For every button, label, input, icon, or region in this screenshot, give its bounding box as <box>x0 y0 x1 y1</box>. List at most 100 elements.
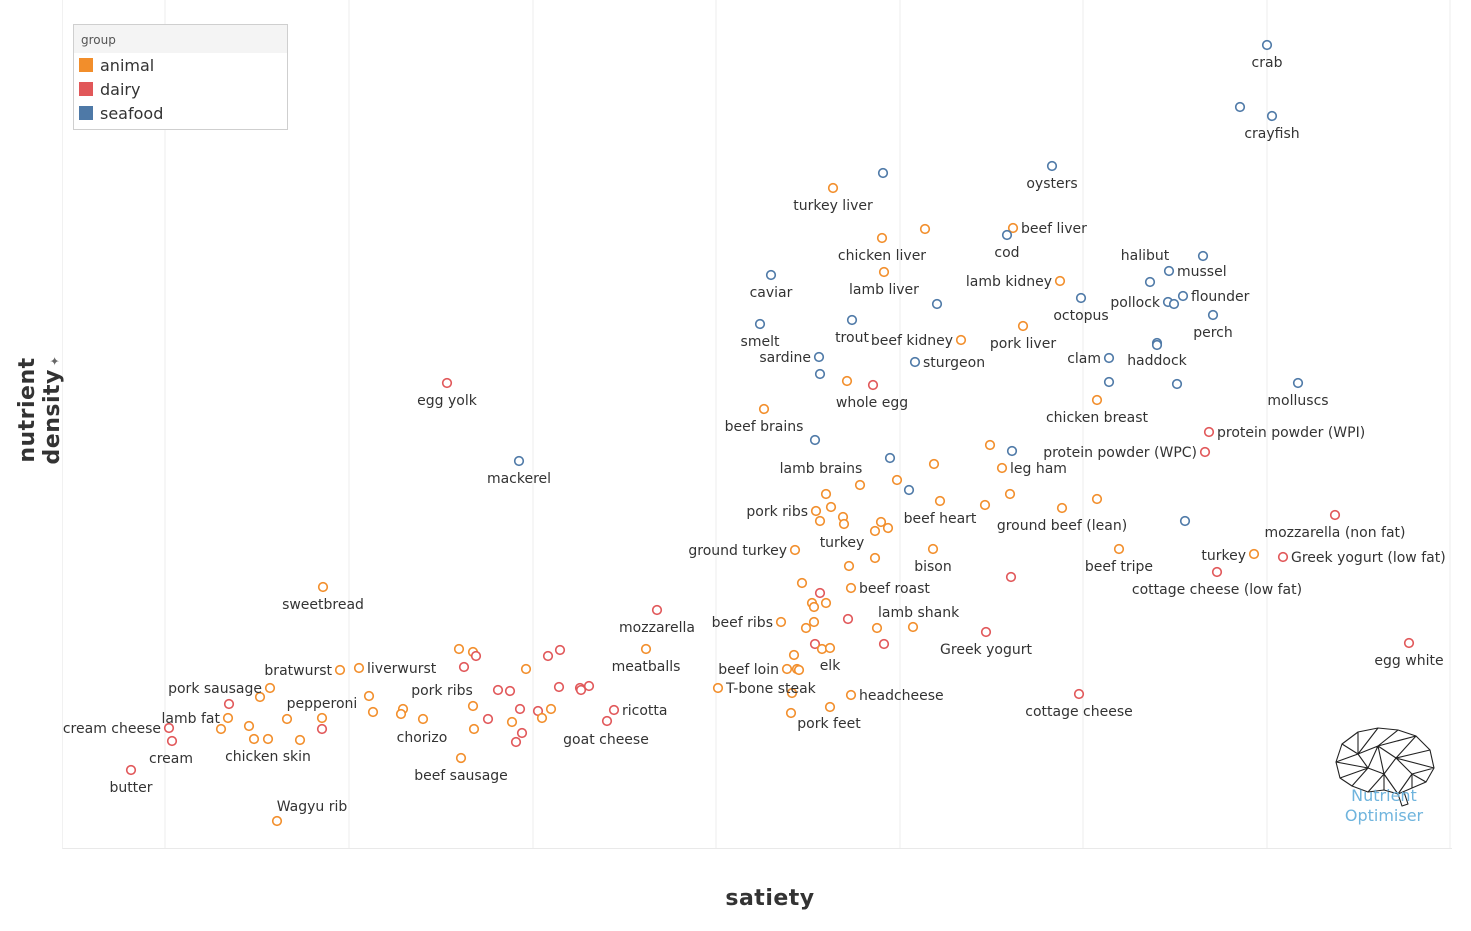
data-point-animal[interactable] <box>955 334 967 346</box>
data-point-dairy[interactable] <box>583 680 595 692</box>
data-point-animal[interactable] <box>453 643 465 655</box>
data-point-animal[interactable] <box>824 701 836 713</box>
data-point-animal[interactable] <box>825 501 837 513</box>
data-point-animal[interactable] <box>934 495 946 507</box>
data-point-seafood[interactable] <box>1075 292 1087 304</box>
data-point-dairy[interactable] <box>575 684 587 696</box>
data-point-dairy[interactable] <box>514 703 526 715</box>
data-point-dairy[interactable] <box>1005 571 1017 583</box>
data-point-animal[interactable] <box>712 682 724 694</box>
data-point-dairy[interactable] <box>1277 551 1289 563</box>
data-point-animal[interactable] <box>878 266 890 278</box>
data-point-animal[interactable] <box>927 543 939 555</box>
data-point-dairy[interactable] <box>651 604 663 616</box>
data-point-animal[interactable] <box>1248 548 1260 560</box>
data-point-seafood[interactable] <box>846 314 858 326</box>
data-point-animal[interactable] <box>271 815 283 827</box>
data-point-dairy[interactable] <box>980 626 992 638</box>
data-point-animal[interactable] <box>520 663 532 675</box>
data-point-animal[interactable] <box>814 515 826 527</box>
data-point-dairy[interactable] <box>470 650 482 662</box>
data-point-animal[interactable] <box>506 716 518 728</box>
data-point-animal[interactable] <box>820 597 832 609</box>
data-point-animal[interactable] <box>810 505 822 517</box>
data-point-seafood[interactable] <box>1266 110 1278 122</box>
data-point-animal[interactable] <box>467 700 479 712</box>
data-point-animal[interactable] <box>928 458 940 470</box>
data-point-dairy[interactable] <box>516 727 528 739</box>
data-point-seafood[interactable] <box>877 167 889 179</box>
data-point-animal[interactable] <box>243 720 255 732</box>
data-point-animal[interactable] <box>996 462 1008 474</box>
data-point-dairy[interactable] <box>809 638 821 650</box>
data-point-dairy[interactable] <box>125 764 137 776</box>
data-point-dairy[interactable] <box>223 698 235 710</box>
data-point-dairy[interactable] <box>441 377 453 389</box>
data-point-seafood[interactable] <box>931 298 943 310</box>
data-point-seafood[interactable] <box>1046 160 1058 172</box>
data-point-animal[interactable] <box>254 691 266 703</box>
data-point-animal[interactable] <box>979 499 991 511</box>
data-point-animal[interactable] <box>854 479 866 491</box>
data-point-dairy[interactable] <box>510 736 522 748</box>
data-point-seafood[interactable] <box>765 269 777 281</box>
data-point-dairy[interactable] <box>867 379 879 391</box>
data-point-animal[interactable] <box>536 712 548 724</box>
data-point-animal[interactable] <box>785 707 797 719</box>
data-point-animal[interactable] <box>281 713 293 725</box>
data-point-animal[interactable] <box>845 582 857 594</box>
data-point-dairy[interactable] <box>814 587 826 599</box>
data-point-animal[interactable] <box>984 439 996 451</box>
data-point-animal[interactable] <box>841 375 853 387</box>
data-point-seafood[interactable] <box>1261 39 1273 51</box>
data-point-animal[interactable] <box>215 723 227 735</box>
data-point-animal[interactable] <box>1007 222 1019 234</box>
data-point-dairy[interactable] <box>163 722 175 734</box>
data-point-animal[interactable] <box>1091 493 1103 505</box>
data-point-seafood[interactable] <box>1234 101 1246 113</box>
data-point-animal[interactable] <box>640 643 652 655</box>
data-point-dairy[interactable] <box>492 684 504 696</box>
data-point-animal[interactable] <box>222 712 234 724</box>
data-point-animal[interactable] <box>781 663 793 675</box>
pin-icon[interactable]: ✦ <box>48 355 62 367</box>
data-point-animal[interactable] <box>367 706 379 718</box>
data-point-seafood[interactable] <box>1207 309 1219 321</box>
data-point-animal[interactable] <box>1056 502 1068 514</box>
data-point-seafood[interactable] <box>814 368 826 380</box>
data-point-seafood[interactable] <box>1001 229 1013 241</box>
data-point-animal[interactable] <box>758 403 770 415</box>
data-point-seafood[interactable] <box>1163 265 1175 277</box>
data-point-animal[interactable] <box>1091 394 1103 406</box>
data-point-dairy[interactable] <box>316 723 328 735</box>
data-point-animal[interactable] <box>317 581 329 593</box>
data-point-animal[interactable] <box>793 664 805 676</box>
data-point-animal[interactable] <box>845 689 857 701</box>
data-point-dairy[interactable] <box>608 704 620 716</box>
data-point-dairy[interactable] <box>542 650 554 662</box>
data-point-animal[interactable] <box>891 474 903 486</box>
data-point-animal[interactable] <box>545 703 557 715</box>
data-point-animal[interactable] <box>808 601 820 613</box>
data-point-animal[interactable] <box>264 682 276 694</box>
data-point-seafood[interactable] <box>1171 378 1183 390</box>
data-point-animal[interactable] <box>294 734 306 746</box>
data-point-seafood[interactable] <box>754 318 766 330</box>
data-point-dairy[interactable] <box>1199 446 1211 458</box>
data-point-dairy[interactable] <box>553 681 565 693</box>
data-point-animal[interactable] <box>334 664 346 676</box>
data-point-animal[interactable] <box>808 616 820 628</box>
data-point-dairy[interactable] <box>842 613 854 625</box>
data-point-dairy[interactable] <box>458 661 470 673</box>
data-point-animal[interactable] <box>869 525 881 537</box>
data-point-seafood[interactable] <box>909 356 921 368</box>
data-point-animal[interactable] <box>827 182 839 194</box>
data-point-seafood[interactable] <box>884 452 896 464</box>
data-point-animal[interactable] <box>786 687 798 699</box>
data-point-dairy[interactable] <box>504 685 516 697</box>
data-point-animal[interactable] <box>248 733 260 745</box>
data-point-animal[interactable] <box>363 690 375 702</box>
data-point-animal[interactable] <box>820 488 832 500</box>
data-point-animal[interactable] <box>395 708 407 720</box>
data-point-seafood[interactable] <box>1177 290 1189 302</box>
